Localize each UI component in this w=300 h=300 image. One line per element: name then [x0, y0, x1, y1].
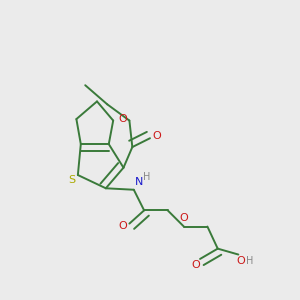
Text: O: O: [191, 260, 200, 270]
Text: O: O: [118, 114, 127, 124]
Text: H: H: [143, 172, 151, 182]
Text: O: O: [118, 221, 127, 231]
Text: N: N: [135, 177, 143, 188]
Text: O: O: [236, 256, 245, 266]
Text: S: S: [68, 175, 75, 185]
Text: O: O: [152, 131, 161, 141]
Text: H: H: [246, 256, 253, 266]
Text: O: O: [179, 213, 188, 223]
